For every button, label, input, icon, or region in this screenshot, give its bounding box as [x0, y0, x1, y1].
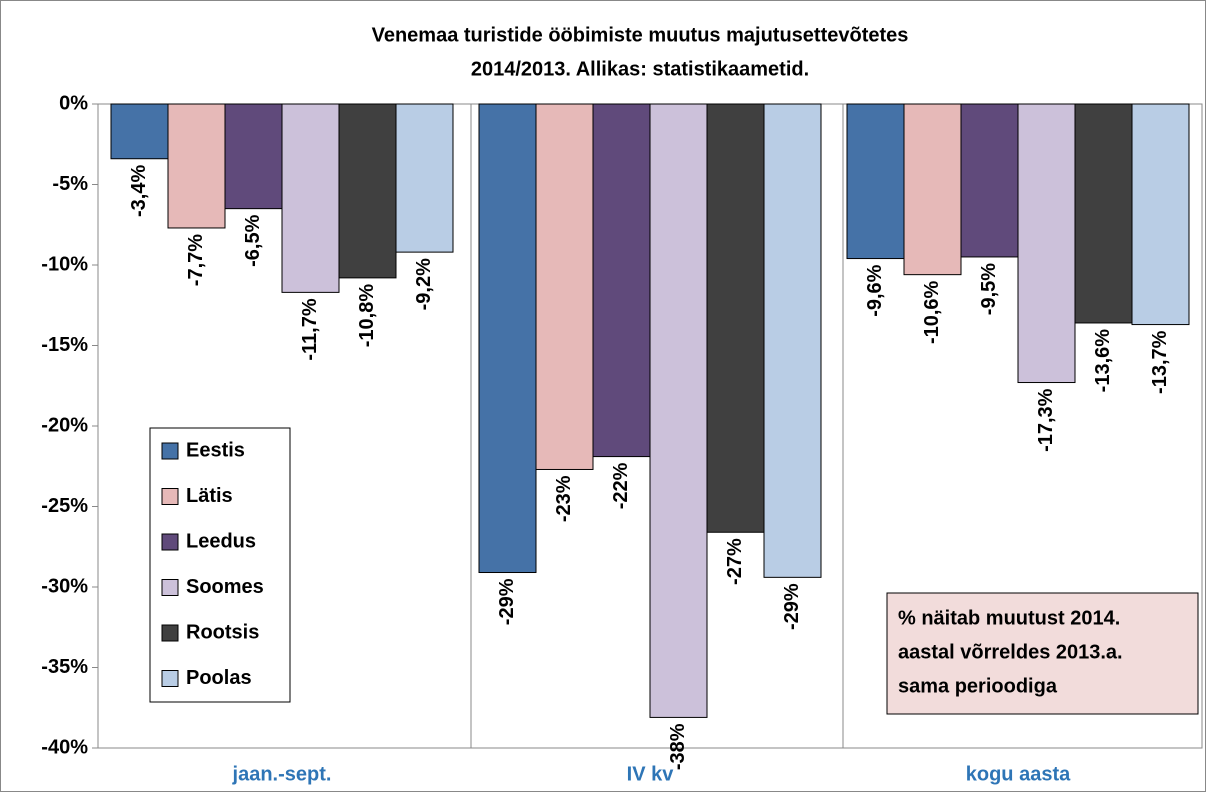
- y-tick-label: -15%: [41, 334, 88, 356]
- y-tick-label: -20%: [41, 414, 88, 436]
- data-label: -3,4%: [128, 165, 150, 217]
- legend-swatch: [161, 670, 179, 687]
- legend-box: [149, 427, 291, 703]
- data-label: -38%: [667, 723, 689, 770]
- data-label: -17,3%: [1035, 388, 1057, 452]
- bar: [338, 103, 397, 279]
- data-label: -27%: [724, 538, 746, 585]
- annotation-text: % näitab muutust 2014.: [898, 607, 1120, 629]
- legend-swatch: [161, 488, 179, 505]
- legend-label: Soomes: [186, 576, 264, 598]
- legend-swatch: [161, 624, 179, 642]
- bar: [763, 103, 822, 578]
- y-tick-label: 0%: [59, 92, 88, 114]
- bar: [903, 103, 962, 276]
- legend-swatch: [161, 533, 179, 551]
- data-label: -9,6%: [864, 264, 886, 316]
- legend-label: Eestis: [186, 439, 245, 461]
- annotation-box: [886, 592, 1199, 715]
- data-label: -13,7%: [1149, 330, 1171, 394]
- data-label: -7,7%: [185, 234, 207, 286]
- data-label: -29%: [781, 583, 803, 630]
- chart-title: Venemaa turistide ööbimiste muutus majut…: [372, 24, 909, 46]
- y-tick-label: -40%: [41, 736, 88, 758]
- bar: [395, 103, 454, 253]
- legend-swatch: [161, 579, 179, 596]
- data-label: -10,8%: [356, 284, 378, 348]
- x-tick-label: jaan.-sept.: [232, 763, 332, 785]
- y-tick-label: -35%: [41, 656, 88, 678]
- data-label: -9,2%: [413, 258, 435, 310]
- bar: [535, 103, 594, 470]
- legend-label: Poolas: [186, 667, 252, 689]
- bar: [110, 103, 169, 160]
- data-label: -13,6%: [1092, 329, 1114, 393]
- annotation-text: sama perioodiga: [898, 675, 1058, 697]
- y-tick-label: -30%: [41, 575, 88, 597]
- bar: [1074, 103, 1133, 324]
- data-label: -10,6%: [921, 280, 943, 344]
- legend-swatch: [161, 442, 179, 460]
- legend-label: Leedus: [186, 530, 256, 552]
- annotation-text: aastal võrreldes 2013.a.: [898, 641, 1123, 663]
- data-label: -29%: [496, 578, 518, 625]
- bar: [1017, 103, 1076, 384]
- bar: [1131, 103, 1190, 326]
- y-tick-label: -25%: [41, 495, 88, 517]
- x-tick-label: IV kv: [627, 763, 675, 785]
- y-tick-label: -5%: [52, 173, 88, 195]
- data-label: -9,5%: [978, 263, 1000, 315]
- bar: [224, 103, 283, 210]
- bar: [592, 103, 651, 458]
- bar: [706, 103, 765, 533]
- bar: [167, 103, 226, 229]
- y-tick-label: -10%: [41, 253, 88, 275]
- data-label: -23%: [553, 475, 575, 522]
- data-label: -22%: [610, 462, 632, 509]
- data-label: -11,7%: [299, 298, 321, 360]
- bar: [846, 103, 905, 260]
- chart-subtitle: 2014/2013. Allikas: statistikaametid.: [471, 58, 809, 80]
- bar: [960, 103, 1019, 258]
- legend-label: Rootsis: [186, 621, 259, 643]
- data-label: -6,5%: [242, 214, 264, 266]
- legend-label: Lätis: [186, 485, 233, 507]
- bar: [281, 103, 340, 293]
- x-tick-label: kogu aasta: [966, 763, 1071, 785]
- bar: [649, 103, 708, 718]
- bar: [478, 103, 537, 574]
